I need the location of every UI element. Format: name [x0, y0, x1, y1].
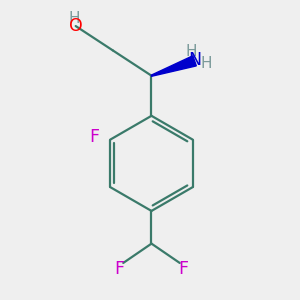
Polygon shape: [151, 56, 196, 76]
Text: H: H: [200, 56, 212, 71]
Text: N: N: [188, 51, 201, 69]
Text: F: F: [115, 260, 125, 278]
Text: F: F: [178, 260, 188, 278]
Text: H: H: [68, 11, 80, 26]
Text: O: O: [69, 17, 82, 35]
Text: H: H: [186, 44, 197, 59]
Text: F: F: [89, 128, 99, 146]
